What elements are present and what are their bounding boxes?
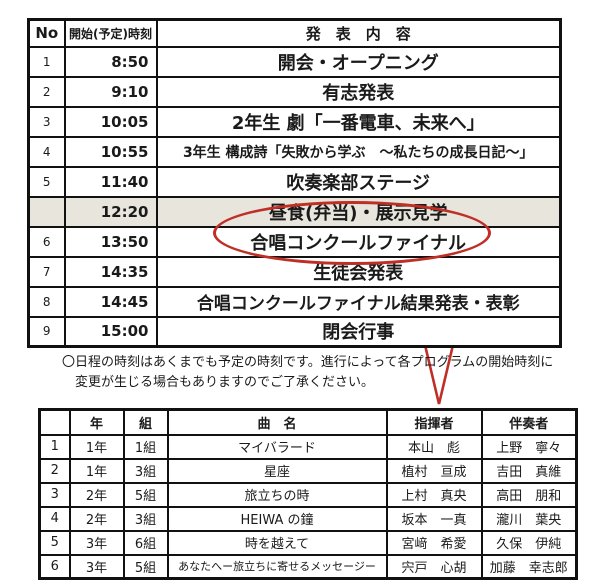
finalists-class: 6組 bbox=[122, 529, 169, 556]
finalists-song: 時を越えて bbox=[166, 529, 388, 556]
finalists-class: 5組 bbox=[122, 481, 169, 508]
schedule-no: 6 bbox=[27, 225, 66, 258]
finalists-no: 5 bbox=[38, 529, 71, 556]
finalists-no: 3 bbox=[38, 481, 71, 508]
finalists-song: 星座 bbox=[166, 457, 388, 484]
finalists-class: 3組 bbox=[122, 457, 169, 484]
schedule-note: 〇日程の時刻はあくまでも予定の時刻です。進行によって各プログラムの開始時刻に 変… bbox=[62, 353, 562, 392]
schedule-content: 2年生 劇「一番電車、未来へ」 bbox=[155, 105, 562, 138]
finalists-song: あなたへー旅立ちに寄せるメッセージー bbox=[166, 553, 388, 580]
finalists-accompanist: 吉田 真維 bbox=[480, 457, 578, 484]
schedule-content: 有志発表 bbox=[155, 75, 562, 108]
finalists-conductor: 植村 亘成 bbox=[385, 457, 483, 484]
finalists-year: 1年 bbox=[68, 457, 125, 484]
schedule-no bbox=[27, 195, 66, 228]
schedule-row: 4 10:55 3年生 構成詩「失敗から学ぶ ～私たちの成長日記～」 bbox=[27, 135, 562, 168]
schedule-time: 15:00 bbox=[63, 315, 158, 348]
schedule-row: 1 8:50 開会・オープニング bbox=[27, 45, 562, 78]
finalists-accompanist: 加藤 幸志郎 bbox=[480, 553, 578, 580]
finalists-header-song: 曲 名 bbox=[166, 408, 388, 436]
schedule-content: 吹奏楽部ステージ bbox=[155, 165, 562, 198]
finalists-no: 4 bbox=[38, 505, 71, 532]
schedule-no: 1 bbox=[27, 45, 66, 78]
schedule-note-line1: 〇日程の時刻はあくまでも予定の時刻です。進行によって各プログラムの開始時刻に bbox=[62, 355, 554, 370]
schedule-header-no: No bbox=[27, 18, 66, 48]
schedule-content: 合唱コンクールファイナル結果発表・表彰 bbox=[155, 285, 562, 318]
finalists-accompanist: 瀧川 葉央 bbox=[480, 505, 578, 532]
schedule-header-content: 発 表 内 容 bbox=[155, 18, 562, 48]
finalists-header-conductor: 指揮者 bbox=[385, 408, 483, 436]
finalists-header-year: 年 bbox=[68, 408, 125, 436]
schedule-header-time: 開始(予定)時刻 bbox=[63, 18, 158, 48]
finalists-year: 3年 bbox=[68, 529, 125, 556]
schedule-table: No 開始(予定)時刻 発 表 内 容 1 8:50 開会・オープニング 2 9… bbox=[27, 18, 562, 348]
schedule-row: 5 11:40 吹奏楽部ステージ bbox=[27, 165, 562, 198]
highlight-oval-icon bbox=[213, 201, 491, 265]
finalists-class: 1組 bbox=[122, 433, 169, 460]
finalists-header-row: 年 組 曲 名 指揮者 伴奏者 bbox=[38, 408, 578, 436]
schedule-no: 5 bbox=[27, 165, 66, 198]
finalists-header-accompanist: 伴奏者 bbox=[480, 408, 578, 436]
schedule-content: 3年生 構成詩「失敗から学ぶ ～私たちの成長日記～」 bbox=[155, 135, 562, 168]
finalists-class: 5組 bbox=[122, 553, 169, 580]
finalists-no: 6 bbox=[38, 553, 71, 580]
schedule-time: 9:10 bbox=[63, 75, 158, 108]
finalists-song: HEIWA の鐘 bbox=[166, 505, 388, 532]
finalists-row: 3 2年 5組 旅立ちの時 上村 真央 高田 朋和 bbox=[38, 481, 578, 508]
finalists-year: 2年 bbox=[68, 481, 125, 508]
schedule-time: 8:50 bbox=[63, 45, 158, 78]
finalists-conductor: 宮﨑 希愛 bbox=[385, 529, 483, 556]
schedule-time: 13:50 bbox=[63, 225, 158, 258]
schedule-header-row: No 開始(予定)時刻 発 表 内 容 bbox=[27, 18, 562, 48]
finalists-header-class: 組 bbox=[122, 408, 169, 436]
schedule-row: 8 14:45 合唱コンクールファイナル結果発表・表彰 bbox=[27, 285, 562, 318]
finalists-conductor: 本山 彪 bbox=[385, 433, 483, 460]
schedule-time: 10:55 bbox=[63, 135, 158, 168]
finalists-accompanist: 高田 朋和 bbox=[480, 481, 578, 508]
schedule-time: 14:35 bbox=[63, 255, 158, 288]
finalists-year: 2年 bbox=[68, 505, 125, 532]
schedule-no: 8 bbox=[27, 285, 66, 318]
schedule-row: 9 15:00 閉会行事 bbox=[27, 315, 562, 348]
finalists-row: 4 2年 3組 HEIWA の鐘 坂本 一真 瀧川 葉央 bbox=[38, 505, 578, 532]
finalists-row: 5 3年 6組 時を越えて 宮﨑 希愛 久保 伊純 bbox=[38, 529, 578, 556]
finalists-header-no bbox=[38, 408, 71, 436]
finalists-row: 6 3年 5組 あなたへー旅立ちに寄せるメッセージー 宍戸 心胡 加藤 幸志郎 bbox=[38, 553, 578, 580]
finalists-no: 1 bbox=[38, 433, 71, 460]
schedule-no: 2 bbox=[27, 75, 66, 108]
finalists-accompanist: 久保 伊純 bbox=[480, 529, 578, 556]
schedule-no: 9 bbox=[27, 315, 66, 348]
finalists-accompanist: 上野 寧々 bbox=[480, 433, 578, 460]
schedule-row: 3 10:05 2年生 劇「一番電車、未来へ」 bbox=[27, 105, 562, 138]
schedule-time: 10:05 bbox=[63, 105, 158, 138]
schedule-no: 3 bbox=[27, 105, 66, 138]
finalists-conductor: 宍戸 心胡 bbox=[385, 553, 483, 580]
finalists-no: 2 bbox=[38, 457, 71, 484]
finalists-year: 1年 bbox=[68, 433, 125, 460]
chorus-finalists-table: 年 組 曲 名 指揮者 伴奏者 1 1年 1組 マイバラード 本山 彪 上野 寧… bbox=[38, 408, 578, 580]
schedule-content: 閉会行事 bbox=[155, 315, 562, 348]
finalists-row: 1 1年 1組 マイバラード 本山 彪 上野 寧々 bbox=[38, 433, 578, 460]
finalists-row: 2 1年 3組 星座 植村 亘成 吉田 真維 bbox=[38, 457, 578, 484]
finalists-song: マイバラード bbox=[166, 433, 388, 460]
finalists-song: 旅立ちの時 bbox=[166, 481, 388, 508]
schedule-time: 11:40 bbox=[63, 165, 158, 198]
finalists-conductor: 上村 真央 bbox=[385, 481, 483, 508]
schedule-time: 14:45 bbox=[63, 285, 158, 318]
schedule-no: 4 bbox=[27, 135, 66, 168]
schedule-content: 開会・オープニング bbox=[155, 45, 562, 78]
schedule-note-line2: 変更が生じる場合もありますのでご了承ください。 bbox=[75, 374, 375, 390]
schedule-time: 12:20 bbox=[63, 195, 158, 228]
finalists-conductor: 坂本 一真 bbox=[385, 505, 483, 532]
finalists-year: 3年 bbox=[68, 553, 125, 580]
finalists-class: 3組 bbox=[122, 505, 169, 532]
schedule-row: 2 9:10 有志発表 bbox=[27, 75, 562, 108]
schedule-no: 7 bbox=[27, 255, 66, 288]
